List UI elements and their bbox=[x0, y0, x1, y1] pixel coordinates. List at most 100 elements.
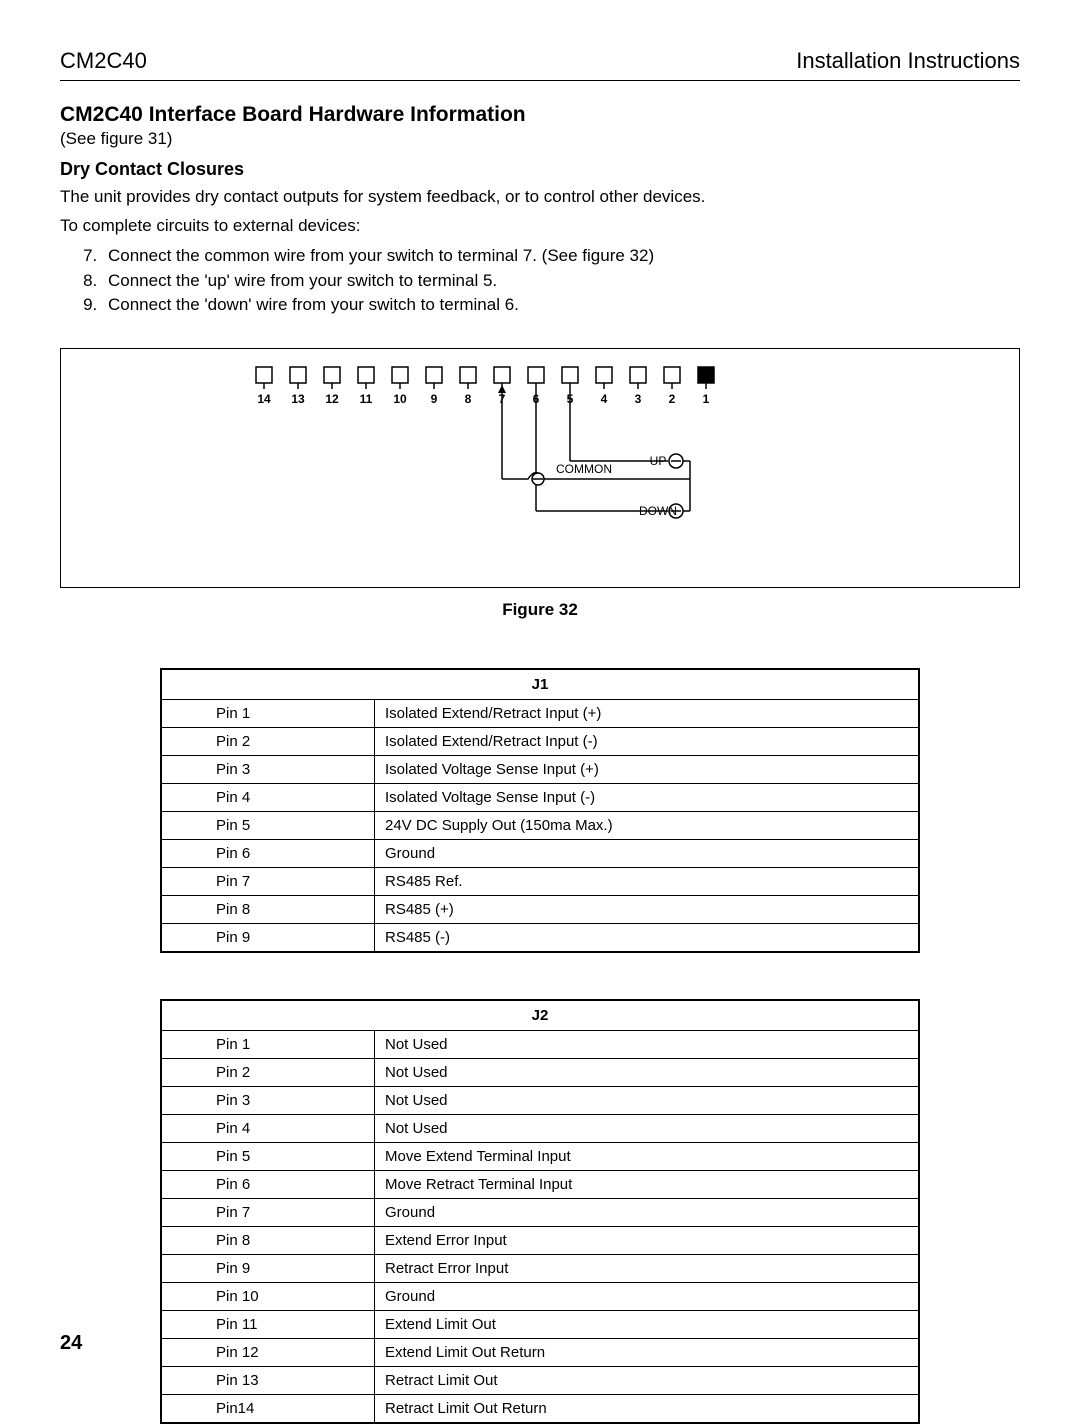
desc-cell: Move Extend Terminal Input bbox=[375, 1142, 920, 1170]
table-j1-body: Pin 1Isolated Extend/Retract Input (+)Pi… bbox=[161, 699, 919, 952]
svg-text:14: 14 bbox=[257, 392, 271, 406]
table-j1-header: J1 bbox=[161, 669, 919, 700]
header-left: CM2C40 bbox=[60, 48, 147, 74]
pin-cell: Pin 8 bbox=[161, 895, 375, 923]
figure-32-diagram: 1413121110987654321COMMONUPDOWN bbox=[60, 348, 1020, 588]
pin-cell: Pin 3 bbox=[161, 755, 375, 783]
step-item: Connect the common wire from your switch… bbox=[102, 244, 1020, 269]
table-row: Pin 9RS485 (-) bbox=[161, 923, 919, 952]
subsection-title: Dry Contact Closures bbox=[60, 159, 1020, 180]
table-row: Pin 8RS485 (+) bbox=[161, 895, 919, 923]
desc-cell: Extend Limit Out Return bbox=[375, 1338, 920, 1366]
step-item: Connect the 'up' wire from your switch t… bbox=[102, 269, 1020, 294]
pin-cell: Pin 9 bbox=[161, 923, 375, 952]
page-number: 24 bbox=[60, 1332, 82, 1355]
pin-cell: Pin 13 bbox=[161, 1366, 375, 1394]
desc-cell: RS485 (-) bbox=[375, 923, 920, 952]
table-row: Pin 2Isolated Extend/Retract Input (-) bbox=[161, 727, 919, 755]
table-row: Pin 7Ground bbox=[161, 1198, 919, 1226]
see-figure-note: (See figure 31) bbox=[60, 129, 1020, 149]
table-row: Pin 6Ground bbox=[161, 839, 919, 867]
table-row: Pin 1Not Used bbox=[161, 1030, 919, 1058]
desc-cell: Extend Limit Out bbox=[375, 1310, 920, 1338]
pin-cell: Pin 2 bbox=[161, 727, 375, 755]
table-row: Pin 13Retract Limit Out bbox=[161, 1366, 919, 1394]
table-row: Pin 8Extend Error Input bbox=[161, 1226, 919, 1254]
table-row: Pin 4Isolated Voltage Sense Input (-) bbox=[161, 783, 919, 811]
pin-cell: Pin 5 bbox=[161, 811, 375, 839]
pin-cell: Pin 4 bbox=[161, 1114, 375, 1142]
desc-cell: Isolated Extend/Retract Input (-) bbox=[375, 727, 920, 755]
svg-text:12: 12 bbox=[325, 392, 339, 406]
table-row: Pin 3Not Used bbox=[161, 1086, 919, 1114]
pin-cell: Pin14 bbox=[161, 1394, 375, 1423]
pin-cell: Pin 7 bbox=[161, 1198, 375, 1226]
desc-cell: Move Retract Terminal Input bbox=[375, 1170, 920, 1198]
figure-caption: Figure 32 bbox=[60, 600, 1020, 620]
desc-cell: RS485 (+) bbox=[375, 895, 920, 923]
desc-cell: Not Used bbox=[375, 1030, 920, 1058]
desc-cell: Not Used bbox=[375, 1114, 920, 1142]
svg-text:9: 9 bbox=[431, 392, 438, 406]
svg-text:13: 13 bbox=[291, 392, 305, 406]
table-j2-body: Pin 1Not UsedPin 2Not UsedPin 3Not UsedP… bbox=[161, 1030, 919, 1423]
desc-cell: 24V DC Supply Out (150ma Max.) bbox=[375, 811, 920, 839]
table-row: Pin 12Extend Limit Out Return bbox=[161, 1338, 919, 1366]
pin-cell: Pin 5 bbox=[161, 1142, 375, 1170]
pin-cell: Pin 1 bbox=[161, 1030, 375, 1058]
intro-paragraph-2: To complete circuits to external devices… bbox=[60, 215, 1020, 238]
pin-cell: Pin 7 bbox=[161, 867, 375, 895]
table-row: Pin 4Not Used bbox=[161, 1114, 919, 1142]
table-row: Pin 9Retract Error Input bbox=[161, 1254, 919, 1282]
table-j1: J1 Pin 1Isolated Extend/Retract Input (+… bbox=[160, 668, 920, 953]
desc-cell: Isolated Voltage Sense Input (+) bbox=[375, 755, 920, 783]
table-row: Pin14Retract Limit Out Return bbox=[161, 1394, 919, 1423]
svg-text:4: 4 bbox=[601, 392, 608, 406]
table-row: Pin 11Extend Limit Out bbox=[161, 1310, 919, 1338]
pin-cell: Pin 9 bbox=[161, 1254, 375, 1282]
page-header: CM2C40 Installation Instructions bbox=[60, 48, 1020, 81]
svg-text:10: 10 bbox=[393, 392, 407, 406]
desc-cell: Isolated Extend/Retract Input (+) bbox=[375, 699, 920, 727]
pin-cell: Pin 1 bbox=[161, 699, 375, 727]
intro-paragraph-1: The unit provides dry contact outputs fo… bbox=[60, 186, 1020, 209]
desc-cell: Not Used bbox=[375, 1058, 920, 1086]
desc-cell: Ground bbox=[375, 1198, 920, 1226]
desc-cell: Ground bbox=[375, 1282, 920, 1310]
svg-text:COMMON: COMMON bbox=[556, 462, 612, 476]
header-right: Installation Instructions bbox=[796, 48, 1020, 74]
desc-cell: Isolated Voltage Sense Input (-) bbox=[375, 783, 920, 811]
table-row: Pin 7RS485 Ref. bbox=[161, 867, 919, 895]
pin-cell: Pin 12 bbox=[161, 1338, 375, 1366]
desc-cell: Extend Error Input bbox=[375, 1226, 920, 1254]
svg-text:DOWN: DOWN bbox=[639, 504, 677, 518]
desc-cell: RS485 Ref. bbox=[375, 867, 920, 895]
pin-cell: Pin 6 bbox=[161, 1170, 375, 1198]
table-j2: J2 Pin 1Not UsedPin 2Not UsedPin 3Not Us… bbox=[160, 999, 920, 1424]
pin-cell: Pin 3 bbox=[161, 1086, 375, 1114]
pin-cell: Pin 4 bbox=[161, 783, 375, 811]
pin-cell: Pin 8 bbox=[161, 1226, 375, 1254]
desc-cell: Ground bbox=[375, 839, 920, 867]
desc-cell: Retract Error Input bbox=[375, 1254, 920, 1282]
page-container: CM2C40 Installation Instructions CM2C40 … bbox=[0, 0, 1080, 1397]
step-item: Connect the 'down' wire from your switch… bbox=[102, 293, 1020, 318]
table-row: Pin 10Ground bbox=[161, 1282, 919, 1310]
pin-cell: Pin 2 bbox=[161, 1058, 375, 1086]
table-row: Pin 3Isolated Voltage Sense Input (+) bbox=[161, 755, 919, 783]
svg-text:2: 2 bbox=[669, 392, 676, 406]
table-row: Pin 6Move Retract Terminal Input bbox=[161, 1170, 919, 1198]
table-row: Pin 5Move Extend Terminal Input bbox=[161, 1142, 919, 1170]
pin-cell: Pin 6 bbox=[161, 839, 375, 867]
svg-text:8: 8 bbox=[465, 392, 472, 406]
pin-cell: Pin 10 bbox=[161, 1282, 375, 1310]
pin-cell: Pin 11 bbox=[161, 1310, 375, 1338]
svg-text:11: 11 bbox=[360, 392, 373, 406]
table-j2-header: J2 bbox=[161, 1000, 919, 1031]
svg-text:UP: UP bbox=[650, 454, 667, 468]
wiring-diagram-svg: 1413121110987654321COMMONUPDOWN bbox=[61, 349, 1019, 587]
table-row: Pin 2Not Used bbox=[161, 1058, 919, 1086]
svg-text:1: 1 bbox=[703, 392, 710, 406]
desc-cell: Not Used bbox=[375, 1086, 920, 1114]
table-row: Pin 524V DC Supply Out (150ma Max.) bbox=[161, 811, 919, 839]
